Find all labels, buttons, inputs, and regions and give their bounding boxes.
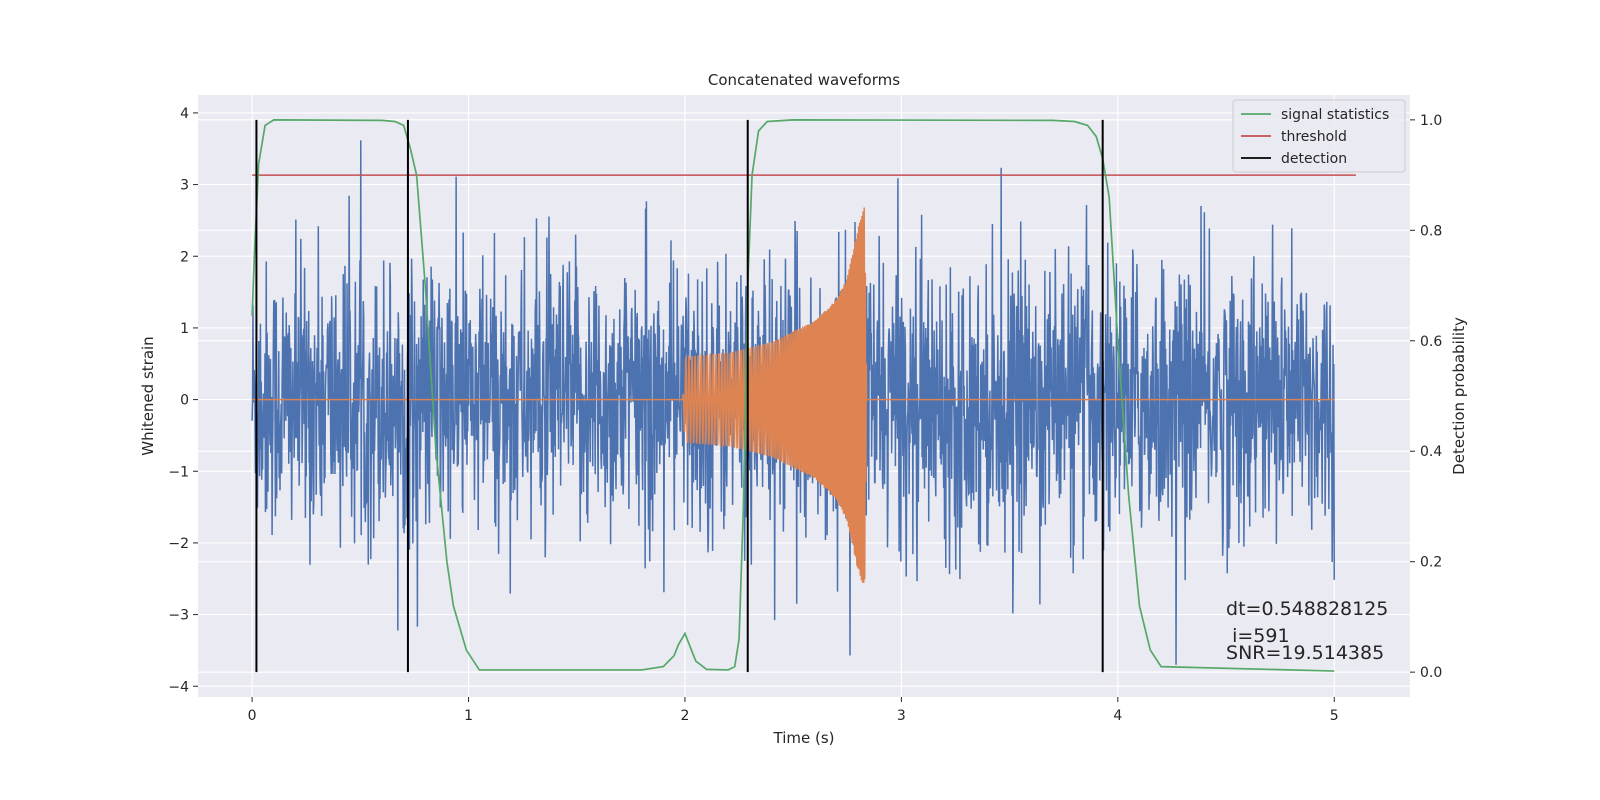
waveform-line (252, 207, 1335, 583)
annotation-snr: SNR=19.514385 (1226, 642, 1384, 664)
y-tick-label: −4 (168, 679, 189, 695)
x-tick-label: 2 (681, 708, 690, 724)
y-tick-label: 4 (180, 106, 189, 122)
legend: signal statistics threshold detection (1232, 99, 1406, 173)
annotation-index: i=591 (1226, 625, 1290, 647)
x-tick-label: 1 (464, 708, 473, 724)
signal-statistics-line (251, 118, 1335, 672)
y-tick-label: 3 (180, 178, 189, 194)
legend-label: signal statistics (1281, 107, 1389, 123)
x-tick-label: 3 (897, 708, 906, 724)
chart-title: Concatenated waveforms (708, 71, 900, 89)
y-tick-label: 0 (180, 393, 189, 409)
y-axis-label: Whitened strain (139, 336, 157, 455)
y2-tick-label: 0.0 (1420, 665, 1442, 681)
y-tick-label: 2 (180, 249, 189, 265)
y-tick-label: −2 (168, 536, 189, 552)
legend-label: detection (1281, 151, 1347, 167)
x-tick-label: 4 (1113, 708, 1122, 724)
y2-tick-label: 0.8 (1420, 223, 1442, 239)
y2-tick-label: 0.6 (1420, 334, 1442, 350)
y2-tick-label: 0.4 (1420, 444, 1442, 460)
annotation-dt: dt=0.548828125 (1226, 598, 1388, 620)
x-tick-label: 0 (248, 708, 257, 724)
y-tick-label: −1 (168, 464, 189, 480)
y2-axis-label: Detection probability (1450, 317, 1468, 475)
y-tick-label: −3 (168, 608, 189, 624)
axes-text: Concatenated waveforms Time (s) Whitened… (139, 71, 1468, 747)
annotations: dt=0.548828125 i=591 SNR=19.514385 (1226, 598, 1388, 664)
x-tick-label: 5 (1330, 708, 1339, 724)
plot-content (251, 118, 1356, 673)
x-axis-label: Time (s) (773, 729, 835, 747)
y-tick-label: 1 (180, 321, 189, 337)
legend-label: threshold (1281, 129, 1347, 145)
y2-tick-label: 0.2 (1420, 555, 1442, 571)
legend-box (1232, 99, 1406, 173)
y2-tick-label: 1.0 (1420, 113, 1442, 129)
